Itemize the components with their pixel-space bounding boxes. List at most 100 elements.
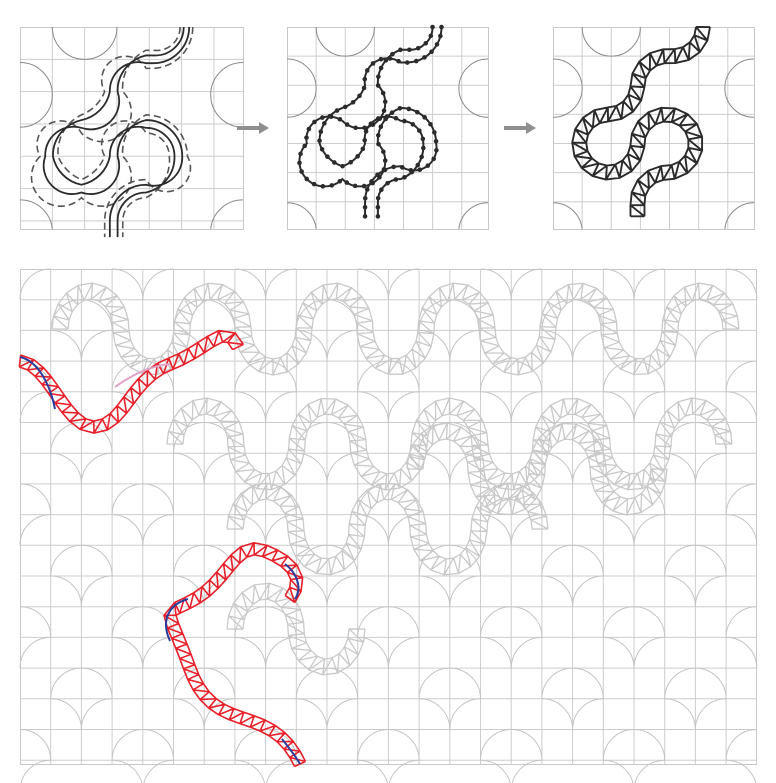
node-dot [321,184,326,189]
node-dot [312,120,317,125]
node-dot [376,214,381,219]
node-dot [317,138,322,143]
step-panel-1 [20,27,244,237]
node-dot [428,122,433,127]
node-dot [398,106,403,111]
node-dot [398,48,403,53]
node-dot [363,205,368,210]
arrow-head [259,122,269,134]
node-dot [357,94,362,99]
node-dot [362,86,367,91]
node-dot [322,121,327,126]
node-dot [312,182,317,187]
node-dot [429,49,434,54]
node-dot [430,25,435,30]
node-dot [417,128,422,133]
node-dot [394,177,399,182]
step-panel-3 [553,27,755,230]
node-dot [320,115,325,120]
node-dot [382,108,387,113]
node-dot [383,158,388,163]
step-panel-2 [287,25,489,230]
node-dot [332,160,337,165]
node-dot [335,108,340,113]
node-dot [411,122,416,127]
node-dot [414,59,419,64]
node-dot [329,183,334,188]
node-dot [400,165,405,170]
node-dot [363,196,368,201]
node-dot [439,25,444,30]
node-dot [297,161,302,166]
node-dot [338,117,343,122]
node-dot [422,115,427,120]
node-dot [376,196,381,201]
node-dot [355,154,360,159]
node-dot [385,114,390,119]
node-dot [419,155,424,160]
node-dot [299,169,304,174]
node-dot [422,55,427,60]
node-dot [338,179,343,184]
arrow-shaft [237,126,259,130]
node-dot [407,107,412,112]
node-dot [364,129,369,134]
node-dot [362,138,367,143]
node-dot [328,114,333,119]
node-dot [426,163,431,168]
node-dot [415,163,420,168]
node-dot [376,83,381,88]
node-dot [402,175,407,180]
node-dot [375,172,380,177]
node-dot [396,59,401,64]
node-dot [416,46,421,51]
node-dot [381,149,386,154]
node-dot [376,74,381,79]
node-dot [362,77,367,82]
node-dot [369,121,374,126]
node-dot [434,139,439,144]
node-dot [320,147,325,152]
node-dot [319,129,324,134]
node-dot [348,160,353,165]
node-dot [307,127,312,132]
node-dot [369,179,374,184]
node-dot [340,164,345,169]
node-dot [407,47,412,52]
node-dot [423,41,428,46]
node-dot [383,99,388,104]
node-dot [345,122,350,127]
node-dot [415,110,420,115]
panel-frame [554,28,755,230]
node-dot [376,205,381,210]
node-dot [343,105,348,110]
node-dot [402,119,407,124]
node-dot [390,52,395,57]
node-dot [388,56,393,61]
node-dot [376,133,381,138]
node-dot [353,184,358,189]
node-dot [344,180,349,185]
arrow-shaft [504,126,526,130]
node-dot [302,144,307,149]
node-dot [365,187,370,192]
node-dot [304,135,309,140]
node-dot [362,184,367,189]
node-dot [365,68,370,73]
arrow-head [526,122,536,134]
right-arrow-icon [504,122,536,134]
node-dot [371,61,376,66]
node-dot [325,154,330,159]
node-dot [379,187,384,192]
node-dot [428,34,433,39]
node-dot [363,214,368,219]
node-dot [421,146,426,151]
node-dot [379,66,384,71]
node-dot [421,137,426,142]
node-dot [383,168,388,173]
node-dot [298,152,303,157]
node-dot [405,60,410,65]
node-dot [431,157,436,162]
node-dot [351,100,356,105]
